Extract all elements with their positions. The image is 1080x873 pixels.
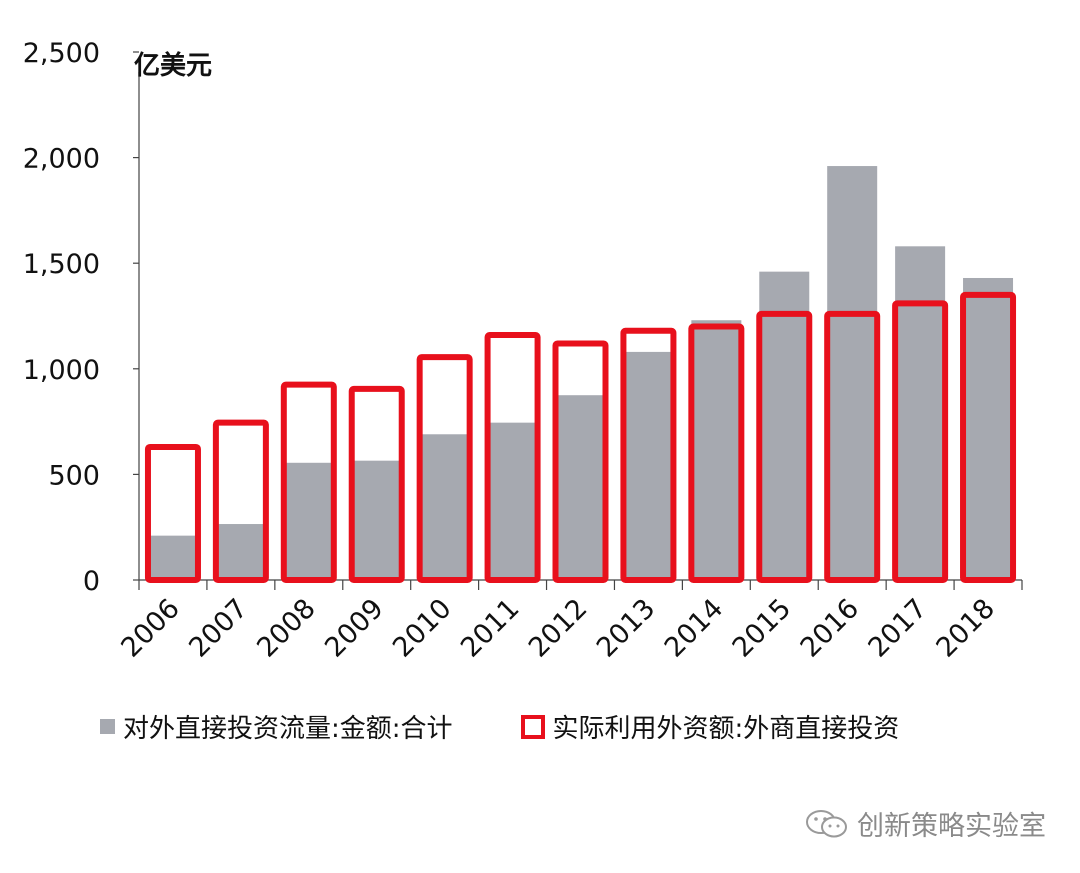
x-tick-label: 2009 <box>319 593 390 664</box>
y-tick-label: 1,000 <box>23 355 100 386</box>
legend-swatch-outline <box>520 714 545 739</box>
bar-outbound-fdi <box>215 524 266 580</box>
bar-outbound-fdi <box>487 422 538 580</box>
bar-outbound-fdi <box>895 246 946 580</box>
bar-inbound-fdi <box>824 310 881 583</box>
bar-outbound-fdi <box>623 351 674 580</box>
legend-label-outbound-fdi: 对外直接投资流量:金额:合计 <box>123 714 453 744</box>
x-tick-label: 2013 <box>591 593 662 664</box>
y-tick-label: 500 <box>48 460 100 491</box>
bar-inbound-fdi <box>144 443 201 583</box>
bar-inbound-fdi <box>552 340 609 583</box>
x-tick-label: 2015 <box>727 593 798 664</box>
legend-item-outbound-fdi: 对外直接投资流量:金额:合计 <box>100 708 453 745</box>
bar-outbound-fdi <box>147 535 198 580</box>
bar-outbound-fdi <box>691 320 742 580</box>
bar-outbound-fdi <box>419 434 470 580</box>
x-tick-label: 2011 <box>455 593 526 664</box>
bar-series <box>144 166 1017 584</box>
x-tick-label: 2018 <box>930 593 1001 664</box>
x-tick-label: 2008 <box>251 593 322 664</box>
bar-outbound-fdi <box>759 271 810 580</box>
bar-inbound-fdi <box>348 385 405 584</box>
bar-outbound-fdi <box>283 462 334 580</box>
watermark: 创新策略实验室 <box>805 804 1046 843</box>
bar-inbound-fdi <box>212 419 269 583</box>
bar-inbound-fdi <box>960 291 1017 583</box>
bar-inbound-fdi <box>484 332 541 583</box>
x-tick-label: 2007 <box>183 593 254 664</box>
legend-swatch-filled <box>100 719 115 734</box>
wechat-icon <box>806 809 847 837</box>
y-tick-label: 2,000 <box>23 144 100 175</box>
bar-outbound-fdi <box>827 166 878 580</box>
bar-inbound-fdi <box>620 327 677 583</box>
legend-item-inbound-fdi: 实际利用外资额:外商直接投资 <box>520 708 900 745</box>
legend: 对外直接投资流量:金额:合计 实际利用外资额:外商直接投资 <box>100 708 967 745</box>
x-tick-label: 2017 <box>863 593 934 664</box>
x-tick-label: 2012 <box>523 593 594 664</box>
x-tick-label: 2006 <box>115 593 186 664</box>
bar-outbound-fdi <box>963 277 1014 580</box>
x-axis: 2006200720082009201020112012201320142015… <box>115 579 1023 664</box>
bar-outbound-fdi <box>555 395 606 580</box>
y-axis-unit-label: 亿美元 <box>134 50 212 81</box>
bar-inbound-fdi <box>756 310 813 583</box>
legend-label-inbound-fdi: 实际利用外资额:外商直接投资 <box>552 714 900 744</box>
bar-inbound-fdi <box>416 354 473 583</box>
y-axis: 0 500 1,000 1,500 2,000 2,500 <box>23 38 140 597</box>
x-tick-label: 2014 <box>659 593 730 664</box>
y-tick-label: 1,500 <box>23 249 100 280</box>
x-tick-label: 2010 <box>387 593 458 664</box>
x-tick-label: 2016 <box>795 593 866 664</box>
bar-inbound-fdi <box>688 323 745 583</box>
bar-inbound-fdi <box>280 381 337 584</box>
bar-inbound-fdi <box>892 300 949 583</box>
watermark-text: 创新策略实验室 <box>857 811 1046 842</box>
y-tick-label: 0 <box>83 566 100 597</box>
bar-outbound-fdi <box>351 460 402 580</box>
y-tick-label: 2,500 <box>23 38 100 69</box>
